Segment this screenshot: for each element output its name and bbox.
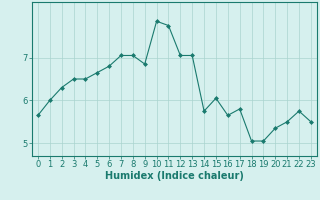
X-axis label: Humidex (Indice chaleur): Humidex (Indice chaleur) [105, 171, 244, 181]
